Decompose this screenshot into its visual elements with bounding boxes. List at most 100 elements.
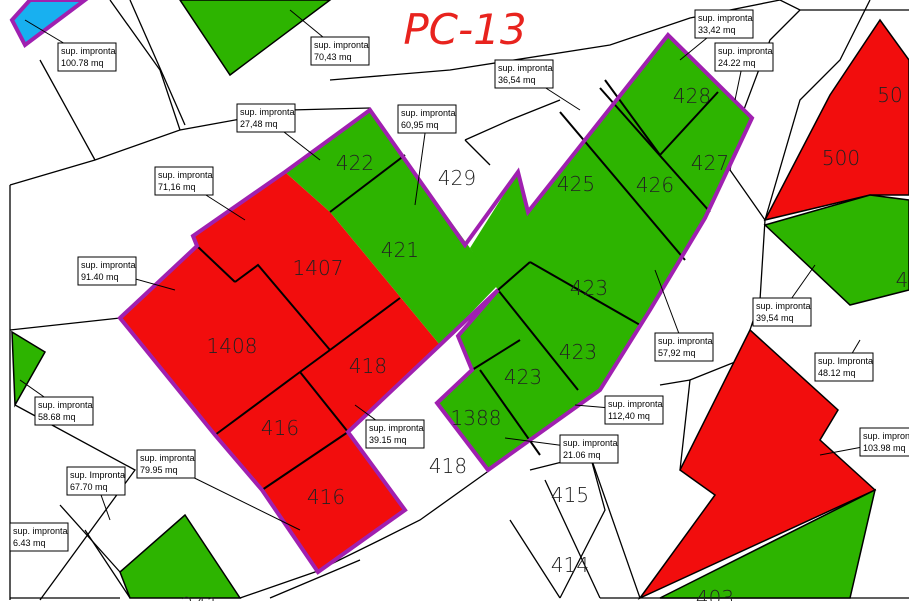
callout-area: 70,43 mq: [314, 52, 352, 62]
callout-title: sup. impronta: [608, 399, 663, 409]
callout-box: [714, 42, 774, 72]
callout: sup. impronta 100.78 mq: [24, 19, 117, 72]
parcel-number: 423: [559, 340, 597, 364]
callout-title: sup. impronta: [61, 46, 116, 56]
green-parcel: [11, 330, 47, 408]
callout-title: sup. impronta: [13, 526, 68, 536]
callout-title: sup. impronta: [369, 423, 424, 433]
callout-area: 21.06 mq: [563, 450, 601, 460]
callout-title: sup. impronta: [563, 438, 618, 448]
callout: sup. impronta 36,54 mq: [494, 59, 581, 111]
callout-area: 24.22 mq: [718, 58, 756, 68]
callouts: sup. impronta 100.78 mq sup. impronta 70,43…: [9, 9, 909, 552]
parcel-number: 422: [336, 151, 374, 175]
callout: sup. impronta 33,42 mq: [679, 9, 754, 61]
callout-box: [559, 434, 619, 464]
callout-title: sup. impronta: [658, 336, 713, 346]
callout-box: [654, 332, 714, 362]
callout: sup. impronta 24.22 mq: [714, 42, 774, 101]
parcel-number: 416: [261, 416, 299, 440]
callout: sup. impronta 39.15 mq: [354, 404, 425, 449]
callout-area: 67.70 mq: [70, 482, 108, 492]
callout-area: 91.40 mq: [81, 272, 119, 282]
callout-box: [310, 36, 370, 66]
parcel-number: 418: [429, 454, 467, 478]
callout: sup. impronta 70,43 mq: [289, 9, 370, 66]
green-parcel: [763, 194, 909, 306]
callout-box: [34, 396, 94, 426]
green-parcel: [285, 110, 498, 345]
callout: sup. impronta 71,16 mq: [154, 166, 246, 221]
callout-box: [66, 466, 126, 496]
callout-area: 58.68 mq: [38, 412, 76, 422]
callout: sup. Impronta 67.70 mq: [66, 466, 126, 521]
parcel-number: 1388: [451, 406, 502, 430]
callout-title: sup. impronta: [401, 108, 456, 118]
callout-area: 27,48 mq: [240, 119, 278, 129]
callout: sup. impronta 39,54 mq: [752, 264, 816, 327]
callout-area: 103.98 mq: [863, 443, 906, 453]
parcel-number: 1407: [293, 256, 344, 280]
callout-title: sup. impronta: [38, 400, 93, 410]
parcel-number: 403: [696, 586, 734, 601]
callout-box: [494, 59, 554, 89]
callout-title: sup. impronta: [314, 40, 369, 50]
callout-area: 79.95 mq: [140, 465, 178, 475]
parcel-number: 50: [877, 83, 902, 107]
callout: sup. Impronta 48.12 mq: [814, 339, 874, 382]
callout-area: 39.15 mq: [369, 435, 407, 445]
blue-parcel: [9, 0, 89, 49]
parcel-number: 429: [438, 166, 476, 190]
callout-area: 6.43 mq: [13, 538, 46, 548]
callout-area: 112,40 mq: [608, 411, 650, 421]
parcel-number: 414: [551, 553, 589, 577]
callout-area: 57,92 mq: [658, 348, 696, 358]
red-parcel: [120, 172, 440, 572]
callout-title: sup. impronta: [756, 301, 811, 311]
parcel-number: 428: [673, 84, 711, 108]
parcel-number: 421: [381, 238, 419, 262]
callout-area: 39,54 mq: [756, 313, 794, 323]
callout-title: sup. impronta: [718, 46, 773, 56]
green-parcel: [437, 35, 752, 470]
callout: sup. impronta 27,48 mq: [236, 103, 321, 161]
callout-box: [752, 297, 812, 327]
callout: sup. impronta 58.68 mq: [19, 379, 94, 426]
parcel-number: 4: [896, 268, 909, 292]
callout-box: [814, 352, 874, 382]
red-parcel: [637, 328, 877, 600]
callout: sup. impronta 6.43 mq: [9, 522, 69, 552]
callout-title: sup. impronta: [158, 170, 213, 180]
callout: sup. impronta 60,95 mq: [397, 104, 457, 206]
callout-title: sup. impronta: [698, 13, 753, 23]
callout-area: 71,16 mq: [158, 182, 196, 192]
callout-box: [77, 256, 137, 286]
callout: sup. impronta 79.95 mq: [136, 449, 301, 531]
parcel-number: 241: [181, 593, 219, 601]
callout-box: [859, 427, 909, 457]
callout: sup. impronta 21.06 mq: [504, 434, 619, 464]
callout-title: sup. Impronta: [70, 470, 125, 480]
callout-area: 33,42 mq: [698, 25, 736, 35]
callout: sup. impronta 57,92 mq: [654, 269, 714, 362]
callout-area: 100.78 mq: [61, 58, 104, 68]
callout-area: 36,54 mq: [498, 75, 536, 85]
callout-title: sup. impronta: [863, 431, 909, 441]
callout-title: sup. impronta: [140, 453, 195, 463]
callout-box: [57, 42, 117, 72]
parcel-number: 418: [349, 354, 387, 378]
callout-box: [236, 103, 296, 133]
parcel-number: 423: [504, 365, 542, 389]
callout: sup. impronta 91.40 mq: [77, 256, 176, 291]
green-parcel: [119, 513, 242, 599]
parcel-number: 500: [822, 146, 860, 170]
callout-box: [154, 166, 214, 196]
parcel-number: 427: [691, 151, 729, 175]
green-parcel: [179, 0, 332, 77]
callout-box: [365, 419, 425, 449]
callout-area: 48.12 mq: [818, 368, 856, 378]
callout-title: sup. impronta: [240, 107, 295, 117]
sheet-label: PC-13: [403, 5, 526, 54]
